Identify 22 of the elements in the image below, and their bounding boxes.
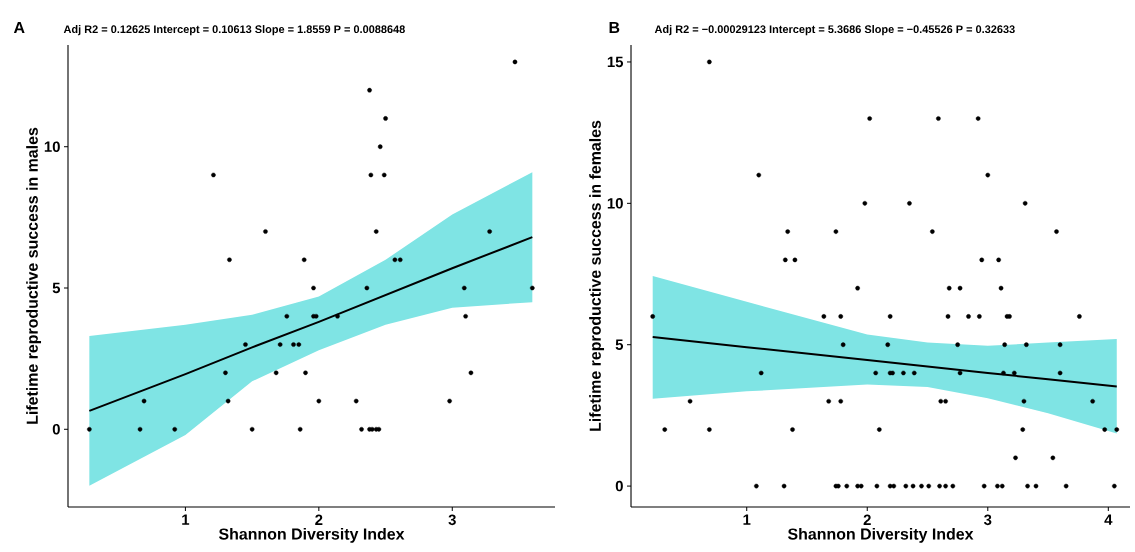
y-axis-title: Lifetime reproductive success in females	[589, 120, 605, 431]
chart-subtitle: Adj R2 = −0.00029123 Intercept = 5.3686 Slope = −0.45526 P = 0.32633	[654, 25, 1015, 36]
y-axis-title: Lifetime reproductive success in males	[26, 127, 42, 424]
chart-title: A	[13, 22, 25, 33]
y-tick-label: 15	[607, 56, 624, 68]
y-tick-label: 5	[615, 339, 624, 350]
x-tick-label: 1	[182, 514, 190, 525]
chart-title: B	[609, 22, 620, 33]
x-tick-label: 2	[863, 514, 871, 525]
y-tick-label: 0	[52, 424, 60, 435]
x-axis-title: Shannon Diversity Index	[218, 527, 405, 543]
x-axis-title: Shannon Diversity Index	[787, 527, 974, 543]
chart-subtitle: Adj R2 = 0.12625 Intercept = 0.10613 Slope = 1.8559 P = 0.0088648	[63, 25, 405, 36]
x-tick-label: 1	[743, 514, 751, 525]
y-tick-label: 10	[607, 198, 623, 209]
x-tick-label: 3	[448, 514, 456, 526]
x-tick-label: 2	[315, 514, 323, 525]
y-tick-label: 5	[52, 282, 61, 294]
x-tick-label: 3	[983, 514, 992, 526]
y-tick-label: 0	[615, 480, 623, 492]
x-tick-label: 4	[1104, 514, 1113, 525]
y-tick-label: 10	[44, 141, 60, 153]
